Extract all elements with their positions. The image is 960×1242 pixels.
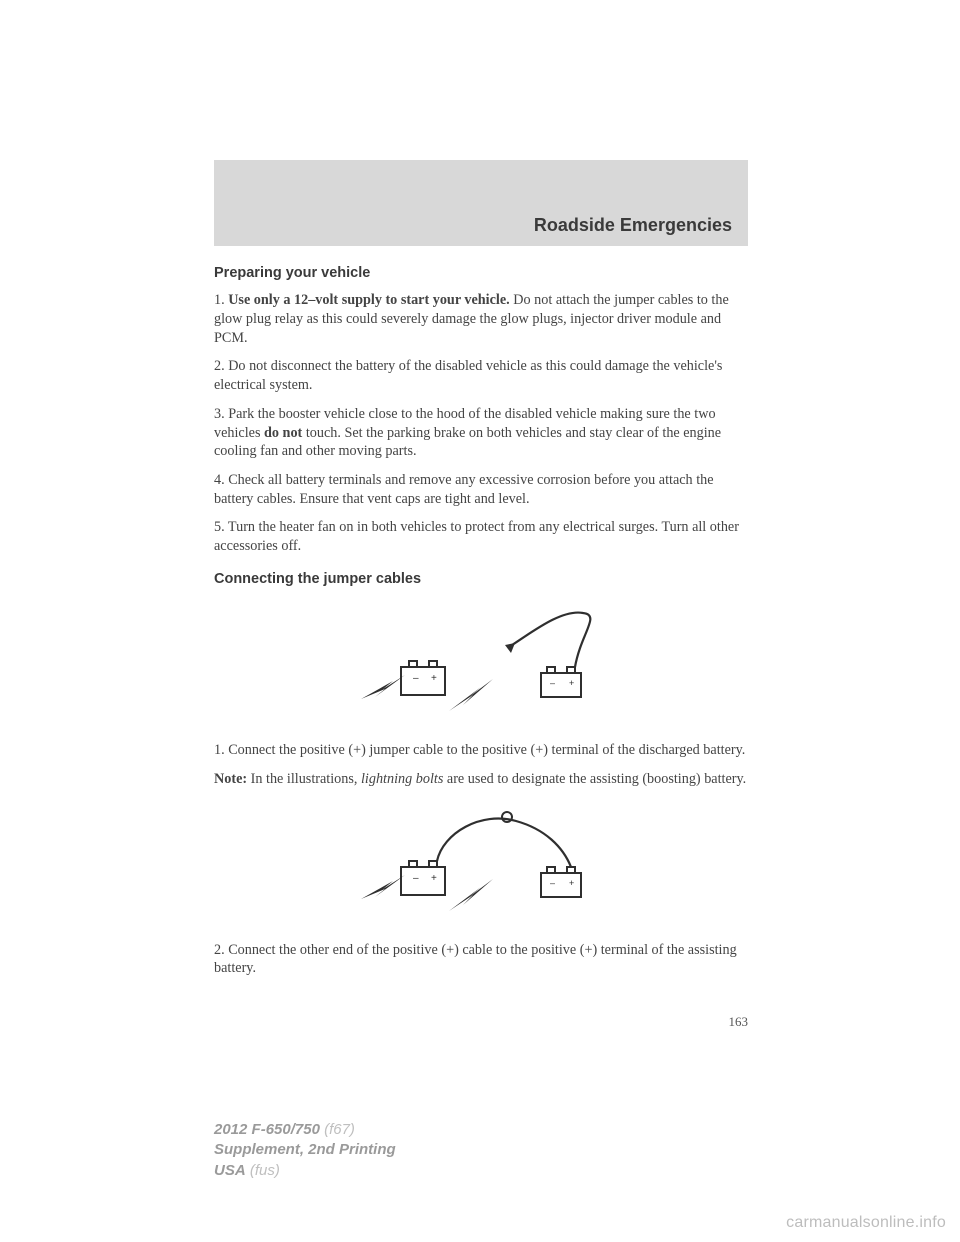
footer-line-2: Supplement, 2nd Printing	[214, 1140, 396, 1160]
svg-text:+: +	[569, 678, 574, 688]
page-number: 163	[214, 1014, 748, 1030]
para-3: 3. Park the booster vehicle close to the…	[214, 405, 748, 461]
para-1: 1. Use only a 12–volt supply to start yo…	[214, 291, 748, 347]
footer-model: 2012 F-650/750	[214, 1121, 320, 1138]
para-s2-2: Note: In the illustrations, lightning bo…	[214, 770, 748, 789]
svg-text:+: +	[569, 878, 574, 888]
para-5: 5. Turn the heater fan on in both vehicl…	[214, 518, 748, 555]
svg-text:+: +	[431, 673, 437, 684]
manual-page: Roadside Emergencies Preparing your vehi…	[0, 0, 960, 1242]
para-s2-2-i: lightning bolts	[361, 771, 443, 787]
diagram-1-wrap: – + – +	[214, 603, 748, 723]
page-section-title: Roadside Emergencies	[534, 215, 732, 236]
footer-code: (f67)	[320, 1121, 355, 1138]
svg-text:–: –	[550, 878, 555, 888]
footer-line-3: USA (fus)	[214, 1161, 396, 1181]
para-4: 4. Check all battery terminals and remov…	[214, 471, 748, 508]
diagram-2-wrap: – + – +	[214, 803, 748, 923]
svg-text:–: –	[413, 873, 419, 884]
content-body: Preparing your vehicle 1. Use only a 12–…	[214, 264, 748, 988]
para-2: 2. Do not disconnect the battery of the …	[214, 357, 748, 394]
watermark-text: carmanualsonline.info	[786, 1214, 946, 1232]
para-s2-1: 1. Connect the positive (+) jumper cable…	[214, 741, 748, 760]
para-s2-2-lead: Note:	[214, 771, 247, 787]
para-1-bold: Use only a 12–volt supply to start your …	[228, 292, 510, 308]
jumper-diagram-2: – + – +	[331, 803, 631, 923]
para-1-lead: 1.	[214, 292, 228, 308]
para-3-bold: do not	[264, 425, 302, 441]
footer-region-code: (fus)	[246, 1162, 280, 1179]
jumper-diagram-1: – + – +	[331, 603, 631, 723]
para-s2-3: 2. Connect the other end of the positive…	[214, 941, 748, 978]
svg-text:–: –	[550, 678, 555, 688]
subheading-connecting: Connecting the jumper cables	[214, 570, 748, 589]
svg-text:+: +	[431, 873, 437, 884]
para-s2-2-b: In the illustrations,	[247, 771, 361, 787]
para-s2-2-c: are used to designate the assisting (boo…	[443, 771, 746, 787]
footer-block: 2012 F-650/750 (f67) Supplement, 2nd Pri…	[214, 1120, 396, 1181]
footer-line-1: 2012 F-650/750 (f67)	[214, 1120, 396, 1140]
svg-text:–: –	[413, 673, 419, 684]
subheading-preparing: Preparing your vehicle	[214, 264, 748, 283]
footer-region: USA	[214, 1162, 246, 1179]
header-band: Roadside Emergencies	[214, 160, 748, 246]
